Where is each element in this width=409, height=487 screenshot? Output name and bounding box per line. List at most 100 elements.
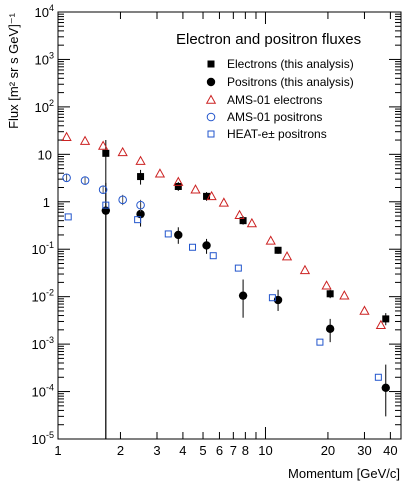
x-tick-label: 8 (242, 443, 249, 458)
y-tick-label: 10-2 (32, 288, 54, 305)
legend-marker (207, 60, 215, 68)
ams01-electron-point (359, 305, 370, 315)
plot-frame (57, 11, 402, 440)
y-tick-label: 10-5 (32, 430, 54, 447)
positron-point (381, 383, 390, 392)
x-tick-label: 6 (216, 443, 223, 458)
ams01-electron-point (234, 209, 245, 220)
electron-point (102, 149, 110, 157)
heat-positron-point (164, 230, 172, 238)
svg-text:102: 102 (35, 98, 54, 115)
ams01-electron-point (299, 264, 311, 275)
y-tick-label: 10 (38, 147, 52, 162)
svg-text:104: 104 (35, 3, 54, 20)
legend-marker (206, 77, 216, 87)
electron-point (274, 246, 282, 254)
legend: Electrons (this analysis) Positrons (this… (205, 57, 354, 141)
y-tick-label: 10-4 (32, 383, 54, 400)
legend-entry: HEAT-e± positrons (207, 127, 327, 141)
heat-positron-point (134, 216, 142, 224)
heat-positron-point (189, 243, 197, 251)
legend-marker (206, 112, 216, 122)
ams01-positron-point (118, 195, 127, 205)
legend-label: AMS-01 positrons (227, 110, 322, 124)
heat-positron-point (102, 201, 110, 209)
ams01-electron-point (173, 176, 184, 186)
svg-text:10-3: 10-3 (32, 335, 54, 352)
electron-point (382, 315, 390, 323)
axis-ticks (57, 11, 401, 440)
electron-point (137, 173, 145, 181)
x-tick-label: 20 (321, 443, 335, 458)
data-points (61, 131, 390, 439)
electron-point (326, 290, 334, 298)
svg-text:10-4: 10-4 (32, 383, 54, 400)
legend-label: Electrons (this analysis) (227, 57, 354, 71)
ams01-electron-point (154, 168, 166, 178)
heat-positron-point (374, 373, 382, 381)
ams01-electron-point (246, 217, 258, 228)
positron-point (238, 291, 248, 300)
legend-label: Positrons (this analysis) (227, 75, 354, 89)
x-tick-label: 40 (383, 443, 397, 458)
ams01-electron-point (190, 184, 201, 194)
x-tick-label: 4 (179, 443, 186, 458)
ams01-electron-point (117, 146, 128, 157)
ams01-positron-point (80, 176, 90, 185)
electron-point (239, 217, 247, 225)
ams01-electron-point (265, 235, 276, 245)
x-tick-labels: 1 2 3 4 5 6 7 8 10 20 30 40 (54, 443, 397, 458)
legend-entry: AMS-01 positrons (206, 110, 322, 124)
x-tick-label: 30 (357, 443, 371, 458)
ams01-electron-point (218, 197, 229, 207)
svg-text:103: 103 (35, 50, 54, 67)
heat-positron-point (209, 252, 217, 260)
y-tick-label: 102 (35, 98, 54, 115)
electron-point (174, 182, 182, 190)
heat-positron-point (64, 213, 72, 221)
positron-point (174, 230, 183, 240)
ams01-electron-point (61, 131, 72, 141)
y-axis-label: Flux [m² sr s GeV]⁻¹ (6, 12, 21, 129)
y-tick-label: 103 (35, 50, 54, 67)
svg-text:10: 10 (38, 147, 52, 162)
ams01-electron-point (339, 290, 350, 300)
x-tick-label: 10 (258, 443, 272, 458)
positron-point (202, 241, 211, 250)
svg-text:10-2: 10-2 (32, 288, 54, 305)
electron-point (203, 192, 211, 200)
legend-label: HEAT-e± positrons (227, 127, 327, 141)
ams01-electron-point (97, 140, 109, 150)
legend-entry: Positrons (this analysis) (206, 75, 354, 89)
heat-positron-point (268, 294, 276, 302)
y-tick-label: 104 (35, 3, 54, 20)
y-tick-labels: 10-5 10-4 10-3 10-2 10-1 1 10 102 103 104 (32, 3, 54, 447)
chart-title: Electron and positron fluxes (176, 31, 361, 48)
legend-entry: AMS-01 electrons (205, 93, 322, 107)
ams01-positron-point (62, 173, 71, 183)
svg-text:10-5: 10-5 (32, 430, 54, 447)
legend-marker (207, 130, 215, 138)
ams01-electron-point (375, 319, 387, 330)
svg-text:1: 1 (43, 195, 50, 210)
ams01-positron-point (98, 185, 108, 194)
ams01-electron-point (321, 280, 332, 290)
svg-text:10-1: 10-1 (32, 240, 54, 257)
y-tick-label: 1 (43, 195, 50, 210)
x-tick-label: 7 (230, 443, 237, 458)
ams01-electron-point (281, 251, 293, 261)
positron-point (273, 295, 283, 305)
ams01-electron-point (79, 135, 91, 145)
x-tick-label: 3 (153, 443, 160, 458)
heat-positron-point (316, 338, 324, 346)
x-axis-label: Momentum [GeV/c] (288, 466, 400, 481)
legend-entry: Electrons (this analysis) (207, 57, 354, 71)
legend-label: AMS-01 electrons (227, 93, 322, 107)
x-tick-label: 5 (199, 443, 206, 458)
y-tick-label: 10-1 (32, 240, 54, 257)
y-tick-label: 10-3 (32, 335, 54, 352)
positron-point (325, 324, 335, 334)
x-tick-label: 2 (117, 443, 124, 458)
legend-marker (205, 94, 217, 104)
x-tick-label: 1 (54, 443, 61, 458)
